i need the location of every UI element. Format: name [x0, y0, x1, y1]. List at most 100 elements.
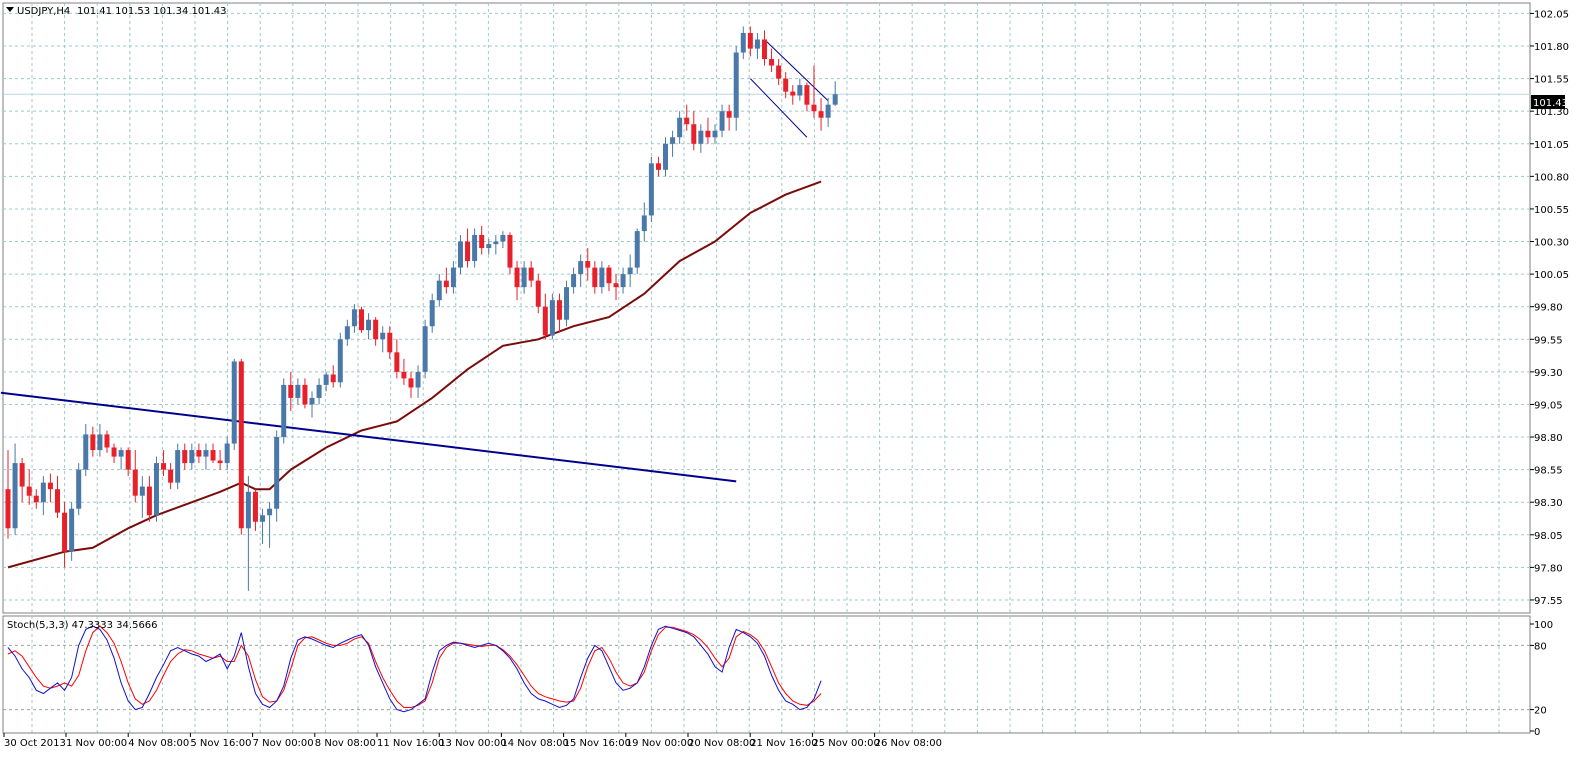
candle-body	[585, 261, 591, 268]
candle	[224, 437, 230, 470]
candle-body	[274, 437, 280, 509]
chart-header: USDJPY,H4 101.41 101.53 101.34 101.43	[6, 6, 227, 17]
candle-body	[542, 306, 548, 336]
candle-body	[139, 486, 145, 496]
candle	[684, 104, 690, 131]
candle	[818, 98, 824, 131]
candle	[111, 443, 117, 464]
price-panel[interactable]: 102.05 101.80 101.55 101.30 101.05 100.80 100.…	[0, 2, 1569, 614]
candle	[153, 456, 159, 522]
price-tick-label: 100.55	[1534, 205, 1569, 216]
candle	[161, 450, 167, 477]
candle-body	[351, 309, 357, 327]
candle	[606, 264, 612, 292]
candle-body	[684, 117, 690, 125]
candle-body	[776, 65, 782, 79]
long-trendline	[0, 391, 737, 483]
candle	[776, 59, 782, 86]
candle-body	[401, 371, 407, 379]
candle-body	[457, 241, 463, 268]
candle-body	[754, 39, 760, 49]
time-tick-label: 1 Nov 00:00	[66, 738, 127, 749]
price-tick-label: 98.80	[1534, 433, 1563, 444]
candle-body	[323, 374, 329, 385]
candle-body	[161, 463, 167, 470]
price-tick-label: 98.55	[1534, 466, 1563, 477]
price-tick-label: 99.80	[1534, 303, 1563, 314]
candle	[146, 476, 152, 522]
candle-body	[472, 235, 478, 262]
candle-body	[535, 280, 541, 307]
candle-body	[5, 489, 11, 529]
candle	[175, 443, 181, 490]
candle	[761, 30, 767, 66]
stochastic-panel[interactable]: 100 80 20 0 Stoch(5,3,3) 47.3333 34.5666	[2, 615, 1553, 738]
last-price-label: 101.43	[1533, 98, 1568, 109]
channel-line	[764, 39, 829, 102]
time-tick-label: 19 Nov 00:00	[626, 738, 693, 749]
candle	[627, 254, 633, 288]
candle-body	[373, 319, 379, 340]
candle-body	[267, 508, 273, 516]
candle-body	[175, 450, 181, 483]
time-tick-label: 30 Oct 2013	[4, 738, 66, 749]
price-tick-label: 98.30	[1534, 498, 1563, 509]
candle	[783, 72, 789, 99]
moving-average-line	[7, 180, 822, 569]
candle	[231, 358, 237, 451]
candle-body	[132, 469, 138, 496]
candle	[26, 469, 32, 505]
candle-body	[302, 384, 308, 405]
candle	[790, 85, 796, 105]
candle	[267, 502, 273, 548]
candle	[804, 82, 810, 112]
candle-body	[761, 39, 767, 60]
candle-body	[443, 280, 449, 288]
candle-body	[818, 111, 824, 118]
candle-body	[380, 332, 386, 340]
candle	[281, 378, 287, 444]
candle-body	[182, 450, 188, 464]
candle-body	[408, 378, 414, 388]
candle	[457, 235, 463, 275]
time-tick-label: 26 Nov 08:00	[875, 738, 942, 749]
candle	[549, 293, 555, 340]
stochastic-main-line	[7, 625, 822, 713]
candle-body	[627, 267, 633, 275]
candle-body	[465, 241, 471, 262]
candle-body	[797, 85, 803, 96]
candle	[571, 267, 577, 294]
candle	[733, 46, 739, 131]
candle	[47, 473, 53, 503]
candle-body	[104, 434, 110, 448]
chart-menu-triangle-icon[interactable]	[6, 7, 14, 12]
price-tick-label: 97.80	[1534, 563, 1563, 574]
candle	[54, 476, 60, 518]
candle	[19, 457, 25, 503]
price-tick-label: 102.05	[1534, 9, 1569, 20]
candle-body	[217, 460, 223, 464]
candle	[641, 202, 647, 242]
candle	[394, 339, 400, 379]
price-tick-label: 99.05	[1534, 400, 1563, 411]
candle-body	[260, 515, 266, 522]
time-tick-label: 25 Nov 00:00	[812, 738, 879, 749]
candle	[443, 267, 449, 294]
candle	[238, 358, 244, 535]
candle	[97, 424, 103, 457]
candle-body	[344, 326, 350, 340]
candle-body	[571, 274, 577, 288]
candle-body	[62, 512, 68, 552]
candle-body	[613, 283, 619, 288]
candle-body	[76, 469, 82, 509]
time-tick-label: 4 Nov 08:00	[128, 738, 189, 749]
candle-body	[698, 130, 704, 144]
candle	[182, 443, 188, 470]
candle	[196, 443, 202, 464]
price-axis: 102.05 101.80 101.55 101.30 101.05 100.80 100.…	[1530, 9, 1569, 607]
candle-body	[783, 78, 789, 92]
stochastic-label: Stoch(5,3,3) 47.3333 34.5666	[7, 620, 158, 631]
candle	[769, 48, 775, 73]
candle-body	[90, 434, 96, 451]
